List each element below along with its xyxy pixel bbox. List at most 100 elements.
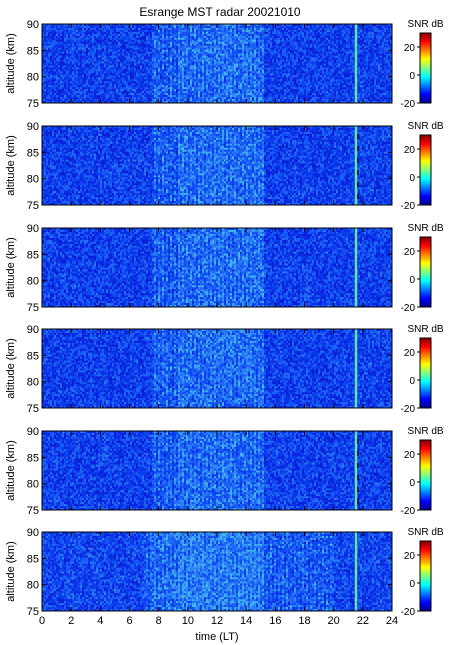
x-tick-label: 2 [68,615,74,627]
echo-gap [357,182,359,187]
colorbar-tick-label: 0 [409,478,415,489]
colorbar-gradient [419,540,432,612]
heatmap-cells [42,329,393,409]
panel-6: 90 85 80 75 altitude (km) SNR dB 20 0 -20 [5,527,444,618]
y-tick-label: 90 [27,426,39,438]
echo-column [354,228,358,307]
echo-column [354,126,358,205]
x-tick-label: 4 [97,615,103,627]
x-tick-label: 24 [386,615,398,627]
y-tick-label: 75 [27,302,39,314]
colorbar-label: SNR dB [407,324,443,335]
x-tick-label: 22 [357,615,369,627]
colorbar-gradient [419,439,432,511]
colorbar-tick-label: 0 [409,275,415,286]
y-tick-label: 80 [27,174,39,186]
y-tick-label: 85 [27,147,39,159]
y-tick-label: 80 [27,72,39,84]
colorbar-gradient [419,32,432,104]
x-tick-label: 10 [182,615,194,627]
colorbar-tick-label: -20 [401,201,416,212]
y-tick-label: 80 [27,580,39,592]
colorbar-label: SNR dB [407,121,443,132]
x-axis: 0 2 4 6 8 10 12 14 16 18 20 22 24 [39,615,398,627]
panels: 90 85 80 75 altitude (km) SNR dB 20 0 -20 90 85 80 7… [5,19,444,618]
colorbar-label: SNR dB [407,19,443,30]
panel-5: 90 85 80 75 altitude (km) SNR dB 20 0 -20 [5,426,444,517]
heatmap-cells [42,228,393,308]
colorbar-tick-label: 0 [409,579,415,590]
y-tick-label: 75 [27,200,39,212]
echo-gap [357,499,359,504]
colorbar-label: SNR dB [407,426,443,437]
y-tick-label: 85 [27,452,39,464]
y-tick-label: 85 [27,553,39,565]
x-tick-label: 6 [126,615,132,627]
colorbar: SNR dB 20 0 -20 [401,426,444,517]
x-tick-label: 16 [269,615,281,627]
colorbar-tick-label: 20 [404,247,416,258]
panel-2: 90 85 80 75 altitude (km) SNR dB 20 0 -20 [5,121,444,212]
x-tick-label: 0 [39,615,45,627]
colorbar-tick-label: 20 [404,348,416,359]
heatmap-cells [42,126,393,206]
x-tick-label: 18 [298,615,310,627]
colorbar-tick-label: 0 [409,173,415,184]
echo-column [354,24,358,103]
colorbar-tick-label: 20 [404,450,416,461]
y-tick-label: 85 [27,45,39,57]
x-tick-label: 20 [328,615,340,627]
colorbar-tick-label: -20 [401,607,416,618]
colorbar: SNR dB 20 0 -20 [401,527,444,618]
heatmap-cells [42,431,393,511]
x-tick-label: 12 [211,615,223,627]
colorbar-label: SNR dB [407,223,443,234]
y-axis-label: altitude (km) [5,541,17,602]
y-tick-label: 90 [27,324,39,336]
echo-gap [357,463,359,468]
echo-column [354,431,358,510]
colorbar-tick-label: 0 [409,71,415,82]
y-tick-label: 75 [27,606,39,618]
colorbar: SNR dB 20 0 -20 [401,19,444,110]
colorbar-tick-label: -20 [401,506,416,517]
colorbar-tick-label: -20 [401,99,416,110]
echo-column [354,532,358,611]
colorbar-tick-label: 20 [404,145,416,156]
panel-1: 90 85 80 75 altitude (km) SNR dB 20 0 -20 [5,19,444,110]
colorbar-tick-label: -20 [401,404,416,415]
y-tick-label: 85 [27,249,39,261]
colorbar: SNR dB 20 0 -20 [401,324,444,415]
y-tick-label: 75 [27,98,39,110]
y-tick-label: 80 [27,276,39,288]
y-axis-label: altitude (km) [5,33,17,94]
colorbar-gradient [419,134,432,206]
y-tick-label: 80 [27,479,39,491]
y-axis-label: altitude (km) [5,440,17,501]
y-tick-label: 90 [27,223,39,235]
colorbar-tick-label: 20 [404,43,416,54]
colorbar-label: SNR dB [407,527,443,538]
echo-gap [357,451,359,456]
y-axis-label: altitude (km) [5,237,17,298]
y-tick-label: 75 [27,403,39,415]
y-tick-label: 75 [27,505,39,517]
colorbar: SNR dB 20 0 -20 [401,223,444,314]
echo-gap [357,487,359,492]
heatmap-cells [42,24,393,104]
echo-gap [357,170,359,175]
y-tick-label: 85 [27,350,39,362]
panel-3: 90 85 80 75 altitude (km) SNR dB 20 0 -20 [5,223,444,314]
colorbar-gradient [419,337,432,409]
colorbar-tick-label: -20 [401,303,416,314]
y-axis-label: altitude (km) [5,338,17,399]
x-axis-label: time (LT) [195,631,238,643]
echo-column [354,329,358,408]
colorbar-gradient [419,236,432,308]
echo-gap [357,158,359,163]
y-axis-label: altitude (km) [5,135,17,196]
y-tick-label: 80 [27,377,39,389]
echo-gap [357,475,359,480]
y-tick-label: 90 [27,527,39,539]
